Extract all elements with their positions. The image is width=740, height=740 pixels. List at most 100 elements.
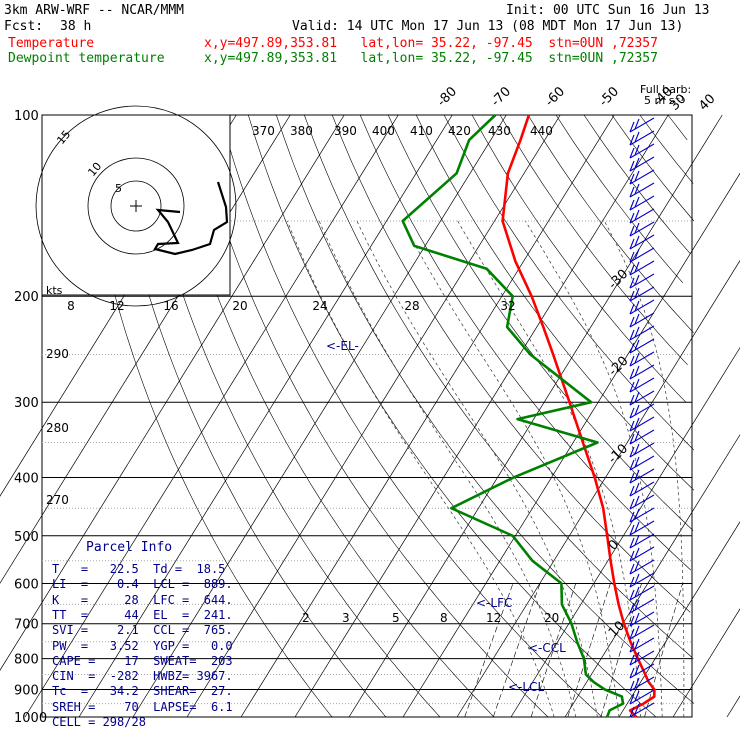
pressure-tick-label: 300 [14, 396, 39, 411]
wind-barb-flag [634, 235, 640, 247]
diagram-grid [0, 114, 740, 718]
wind-barb [629, 663, 655, 679]
isotherm [78, 114, 453, 718]
barb-legend: Full barb: [640, 83, 691, 96]
wind-barb-flag [629, 186, 635, 198]
isotherm-label-right: 40 [696, 92, 718, 114]
wind-barb [629, 572, 655, 588]
dry-adiabat [443, 114, 695, 451]
mixing-ratio-label: 2 [302, 611, 310, 625]
parcel-info-row: SVI = 2.1 CCL = 765. [52, 623, 233, 638]
theta-label: 430 [488, 124, 511, 138]
isotherm-label-top: -60 [542, 84, 568, 110]
wind-barb-flag [634, 521, 640, 533]
wind-barb-flag [634, 599, 640, 611]
isotherm [402, 172, 740, 718]
isotherm-label-top: -80 [434, 84, 460, 110]
pressure-tick-label: 100 [14, 109, 39, 124]
wind-barb-flag [634, 131, 640, 143]
wind-barbs [629, 117, 655, 718]
theta-label-left: 290 [46, 347, 69, 361]
wind-barb-flag [629, 472, 635, 484]
wind-barb-flag [634, 404, 640, 416]
dry-adiabat [555, 114, 684, 283]
sounding-lines [401, 114, 656, 718]
barb-legend: 5 m s⁻¹ [644, 94, 685, 107]
parcel-info-row: CIN = -282 HWBZ= 3967. [52, 669, 233, 684]
pressure-tick-label: 500 [14, 530, 39, 545]
wind-barb-flag [634, 261, 640, 273]
hodograph-ring [87, 157, 185, 255]
wind-barb-flag [629, 147, 635, 159]
wind-barb [629, 650, 655, 666]
wind-barb [629, 169, 655, 185]
wind-barb-flag [634, 586, 640, 598]
wind-barb-flag [634, 365, 640, 377]
wind-barb [629, 312, 655, 328]
isotherm [672, 608, 740, 718]
valid-time: Valid: 14 UTC Mon 17 Jun 13 (08 MDT Mon … [292, 19, 684, 34]
wind-barb-flag [634, 508, 640, 520]
wind-barb-flag [634, 183, 640, 195]
wind-barb-flag [634, 248, 640, 260]
level-marker: <-LCL [508, 680, 544, 694]
wind-barb [629, 403, 655, 419]
wind-barb [629, 442, 655, 458]
dry-adiabat [276, 114, 695, 704]
hodograph-ring [110, 180, 162, 232]
isotherm-label-top: -50 [596, 84, 622, 110]
pressure-tick-label: 200 [14, 290, 39, 305]
wind-barb-flag [629, 524, 635, 536]
wind-barb-flag [629, 121, 635, 133]
wind-barb [629, 494, 655, 510]
wind-barb [629, 624, 655, 640]
dry-adiabat [415, 114, 695, 491]
wind-barb-flag [634, 196, 640, 208]
wind-barb-flag [629, 238, 635, 250]
dry-adiabat [304, 114, 694, 659]
moist-adiabat [356, 220, 598, 718]
wind-barb-flag [629, 290, 635, 302]
wind-barb [629, 546, 655, 562]
wind-barb-flag [629, 342, 635, 354]
wind-barb-flag [634, 339, 640, 351]
theta-label: 420 [448, 124, 471, 138]
wind-barb-flag [629, 199, 635, 211]
wind-barb [629, 559, 655, 575]
parcel-info-row: CELL = 298/28 [52, 715, 146, 729]
wind-barb-flag [634, 222, 640, 234]
wind-barb-flag [634, 560, 640, 572]
isotherm-label-right: -30 [606, 267, 632, 293]
parcel-info-row: T = 22.5 Td = 18.5 [52, 562, 226, 576]
hodograph-ring [35, 105, 237, 307]
wind-barb [629, 520, 655, 536]
isotherm [294, 114, 669, 718]
wind-barb-flag [634, 157, 640, 169]
wind-barb-flag [629, 160, 635, 172]
temperature-location: x,y=497.89,353.81 lat,lon= 35.22, -97.45… [204, 36, 658, 51]
mixing-ratio-label: 8 [440, 611, 448, 625]
theta-label: 390 [334, 124, 357, 138]
hodograph-ring-label: 5 [115, 182, 122, 195]
mixing-ratio-label: 20 [544, 611, 559, 625]
wind-barb-flag [629, 550, 635, 562]
wind-barb-flag [629, 433, 635, 445]
isotherm [0, 114, 345, 671]
wind-barb [629, 689, 655, 705]
wind-barb-flag [634, 651, 640, 663]
isotherm [132, 114, 507, 718]
wind-barb-flag [629, 641, 635, 653]
moist-adiabat [604, 220, 685, 717]
wind-barb-flag [634, 352, 640, 364]
wind-barb [629, 598, 655, 614]
wind-barb-flag [629, 576, 635, 588]
dewpoint-line [401, 114, 625, 718]
level-marker: <-EL- [326, 339, 359, 353]
wind-barb-flag [629, 602, 635, 614]
wind-barb-flag [629, 212, 635, 224]
mixing-ratio-line [644, 583, 683, 718]
dry-adiabat [331, 114, 691, 613]
pressure-tick-label: 800 [14, 653, 39, 668]
isotherm [456, 259, 740, 718]
